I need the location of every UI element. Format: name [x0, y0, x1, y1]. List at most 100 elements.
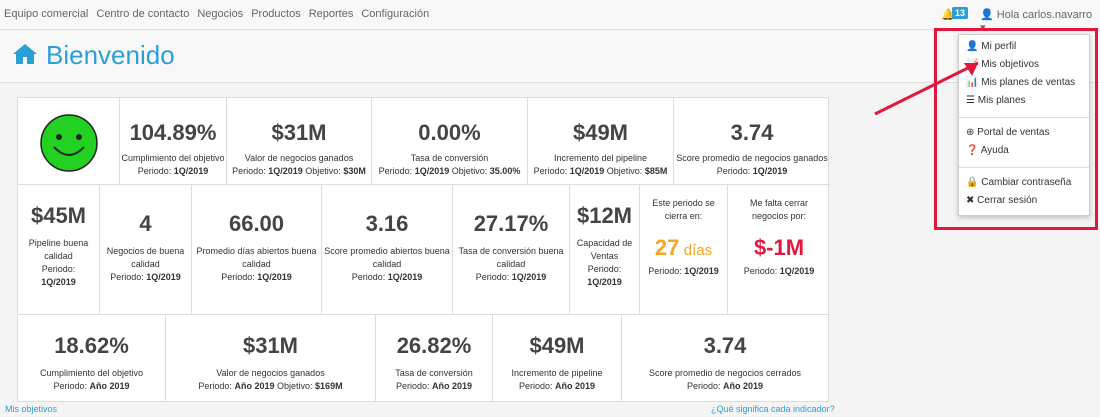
list-icon: ☰	[966, 95, 975, 106]
goal-value: $30M	[343, 166, 366, 176]
kpi-value: 27.17%	[473, 211, 549, 236]
period-label: Periodo:	[232, 166, 266, 176]
period-label: Periodo:	[533, 166, 568, 176]
user-icon: 👤	[966, 41, 979, 52]
kpi-label: Promedio días abiertos buena	[196, 246, 317, 256]
nav-equipo-comercial[interactable]: Equipo comercial	[4, 8, 89, 20]
period-label: Periodo:	[53, 381, 87, 391]
bell-icon[interactable]: 🔔	[941, 9, 955, 21]
nav-productos[interactable]: Productos	[251, 8, 301, 20]
period-value: 1Q/2019	[173, 166, 209, 176]
user-greeting: Hola carlos.navarro	[996, 9, 1093, 21]
kpi-label: Incremento de pipeline	[511, 368, 603, 378]
nav-centro-contacto[interactable]: Centro de contacto	[96, 8, 190, 20]
menu-item-cerrar-sesion[interactable]: ✖ Cerrar sesión	[966, 195, 1037, 206]
kpi-dashboard: 104.89% Cumplimiento del objetivo Period…	[17, 97, 830, 402]
lock-icon: 🔒	[966, 177, 979, 188]
period-value: 1Q/2019	[387, 272, 423, 282]
kpi-value: 0.00%	[418, 120, 481, 145]
kpi-label: Score promedio de negocios cerrados	[648, 368, 802, 378]
nav-reportes[interactable]: Reportes	[308, 8, 354, 20]
kpi-card: 3.16 Score promedio abiertos buena calid…	[322, 185, 453, 314]
menu-item-label: Mis planes de ventas	[981, 77, 1076, 88]
period-value: Año 2019	[723, 381, 764, 391]
period-label: Periodo:	[686, 381, 721, 391]
period-label: Periodo:	[41, 264, 76, 274]
days-unit: días	[683, 242, 713, 259]
period-value: 1Q/2019	[414, 166, 450, 176]
kpi-card: $49M Incremento del pipeline Periodo: 1Q…	[528, 98, 674, 184]
period-value: 1Q/2019	[569, 166, 605, 176]
menu-item-mis-planes[interactable]: ☰ Mis planes	[966, 95, 1026, 106]
kpi-label: calidad	[131, 259, 160, 269]
period-value: 1Q/2019	[511, 272, 547, 282]
kpi-value: $31M	[271, 120, 327, 145]
kpi-value: 18.62%	[54, 333, 129, 358]
period-value: 1Q/2019	[146, 272, 181, 282]
kpi-card: 66.00 Promedio días abiertos buena calid…	[192, 185, 322, 314]
period-value: 1Q/2019	[257, 272, 292, 282]
kpi-label: Score promedio abiertos buena	[324, 246, 450, 256]
goal-value: $85M	[644, 166, 668, 176]
period-label: Periodo:	[743, 266, 778, 276]
period-label: Periodo:	[518, 381, 553, 391]
menu-item-ayuda[interactable]: ❓ Ayuda	[966, 145, 1009, 156]
kpi-card: 27.17% Tasa de conversión buena calidad …	[453, 185, 570, 314]
kpi-label: Pipeline buena	[28, 238, 89, 248]
kpi-label: Cumplimiento del objetivo	[121, 153, 225, 163]
period-label: Periodo:	[351, 272, 386, 282]
kpi-label: calidad	[372, 259, 402, 269]
kpi-label: Tasa de conversión buena	[458, 246, 564, 256]
nav-configuracion[interactable]: Configuración	[361, 8, 430, 20]
period-value: Año 2019	[555, 381, 596, 391]
period-label: Periodo:	[395, 381, 430, 391]
kpi-value: 3.74	[703, 333, 747, 358]
kpi-row-quality: $45M Pipeline buena calidad Periodo: 1Q/…	[18, 185, 830, 315]
period-label: Periodo:	[137, 166, 172, 176]
mis-objetivos-link[interactable]: Mis objetivos	[5, 404, 58, 414]
smiley-icon	[40, 114, 98, 172]
kpi-value: 104.89%	[129, 120, 217, 145]
status-smiley-cell	[18, 98, 120, 184]
kpi-label: Negocios de buena	[106, 246, 185, 256]
kpi-value: 3.74	[730, 120, 774, 145]
kpi-label: Capacidad de	[576, 238, 633, 248]
kpi-value: $31M	[242, 333, 299, 358]
missing-close-card: Me falta cerrar negocios por: $-1M Perio…	[728, 185, 830, 314]
period-value: Año 2019	[89, 381, 130, 391]
period-label: Periodo:	[378, 166, 413, 176]
menu-item-mi-perfil[interactable]: 👤 Mi perfil	[966, 41, 1016, 52]
kpi-value: 26.82%	[396, 333, 472, 358]
annotation-highlight-box	[934, 28, 1098, 230]
kpi-label: Ventas	[590, 251, 619, 261]
close-title: Este periodo se	[652, 198, 715, 208]
goal-label: Objetivo:	[451, 166, 488, 176]
user-icon: 👤	[980, 9, 994, 21]
kpi-label: Cumplimiento del objetivo	[39, 368, 144, 378]
period-label: Periodo:	[648, 266, 682, 276]
menu-item-label: Mis planes	[977, 95, 1026, 106]
kpi-value: 3.16	[365, 211, 409, 236]
period-label: Periodo:	[716, 166, 751, 176]
indicator-help-link[interactable]: ¿Qué significa cada indicador?	[711, 404, 835, 414]
menu-item-portal-ventas[interactable]: ⊕ Portal de ventas	[966, 127, 1049, 138]
home-icon	[13, 44, 37, 64]
period-label: Periodo:	[110, 272, 144, 282]
menu-item-label: Mi perfil	[981, 41, 1017, 52]
days-remaining-value: 27	[654, 235, 680, 260]
kpi-card: 18.62% Cumplimiento del objetivo Periodo…	[18, 315, 166, 402]
kpi-card: 26.82% Tasa de conversión Periodo: Año 2…	[376, 315, 493, 402]
question-icon: ❓	[966, 145, 979, 156]
kpi-label: Valor de negocios ganados	[244, 153, 354, 163]
nav-negocios[interactable]: Negocios	[197, 8, 244, 20]
menu-item-cambiar-contrasena[interactable]: 🔒 Cambiar contraseña	[966, 177, 1071, 188]
close-icon: ✖	[966, 195, 975, 206]
menu-divider	[959, 167, 1089, 168]
menu-item-mis-planes-ventas[interactable]: 📊 Mis planes de ventas	[966, 77, 1075, 88]
close-title: cierra en:	[664, 211, 703, 221]
kpi-row-year: 18.62% Cumplimiento del objetivo Periodo…	[18, 315, 830, 402]
notification-badge[interactable]: 13	[952, 7, 969, 19]
period-value: 1Q/2019	[41, 277, 76, 287]
goal-label: Objetivo:	[277, 381, 313, 391]
bar-chart-icon: 📊	[966, 77, 979, 88]
